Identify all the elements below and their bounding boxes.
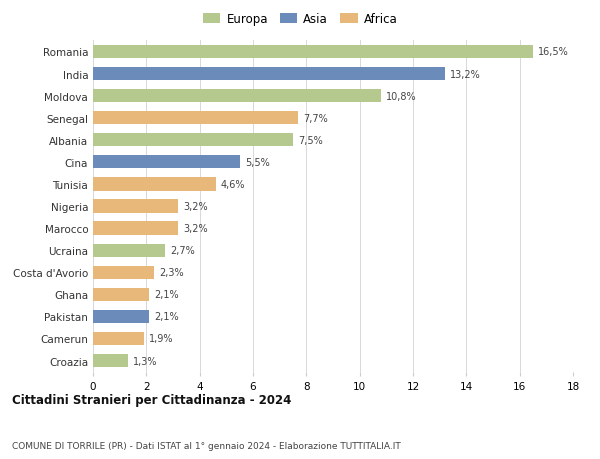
Text: 1,3%: 1,3% xyxy=(133,356,157,366)
Text: 1,9%: 1,9% xyxy=(149,334,173,344)
Text: 2,7%: 2,7% xyxy=(170,246,195,256)
Text: 16,5%: 16,5% xyxy=(538,47,569,57)
Text: COMUNE DI TORRILE (PR) - Dati ISTAT al 1° gennaio 2024 - Elaborazione TUTTITALIA: COMUNE DI TORRILE (PR) - Dati ISTAT al 1… xyxy=(12,441,401,450)
Bar xyxy=(93,354,128,367)
Bar xyxy=(93,90,381,103)
Bar xyxy=(93,332,143,345)
Bar xyxy=(93,46,533,59)
Bar xyxy=(93,156,239,169)
Text: 7,7%: 7,7% xyxy=(304,113,328,123)
Bar xyxy=(93,288,149,301)
Text: 3,2%: 3,2% xyxy=(184,224,208,234)
Bar xyxy=(93,266,154,279)
Bar xyxy=(93,310,149,323)
Bar xyxy=(93,112,298,125)
Bar xyxy=(93,222,178,235)
Bar xyxy=(93,244,165,257)
Text: 2,1%: 2,1% xyxy=(154,290,179,300)
Text: 5,5%: 5,5% xyxy=(245,157,270,168)
Bar xyxy=(93,68,445,81)
Text: 10,8%: 10,8% xyxy=(386,91,417,101)
Text: 2,1%: 2,1% xyxy=(154,312,179,322)
Text: 7,5%: 7,5% xyxy=(298,135,323,146)
Bar xyxy=(93,134,293,147)
Legend: Europa, Asia, Africa: Europa, Asia, Africa xyxy=(198,8,402,31)
Text: Cittadini Stranieri per Cittadinanza - 2024: Cittadini Stranieri per Cittadinanza - 2… xyxy=(12,393,292,406)
Bar xyxy=(93,178,215,191)
Text: 13,2%: 13,2% xyxy=(451,69,481,79)
Text: 2,3%: 2,3% xyxy=(160,268,184,278)
Text: 4,6%: 4,6% xyxy=(221,179,245,190)
Text: 3,2%: 3,2% xyxy=(184,202,208,212)
Bar xyxy=(93,200,178,213)
